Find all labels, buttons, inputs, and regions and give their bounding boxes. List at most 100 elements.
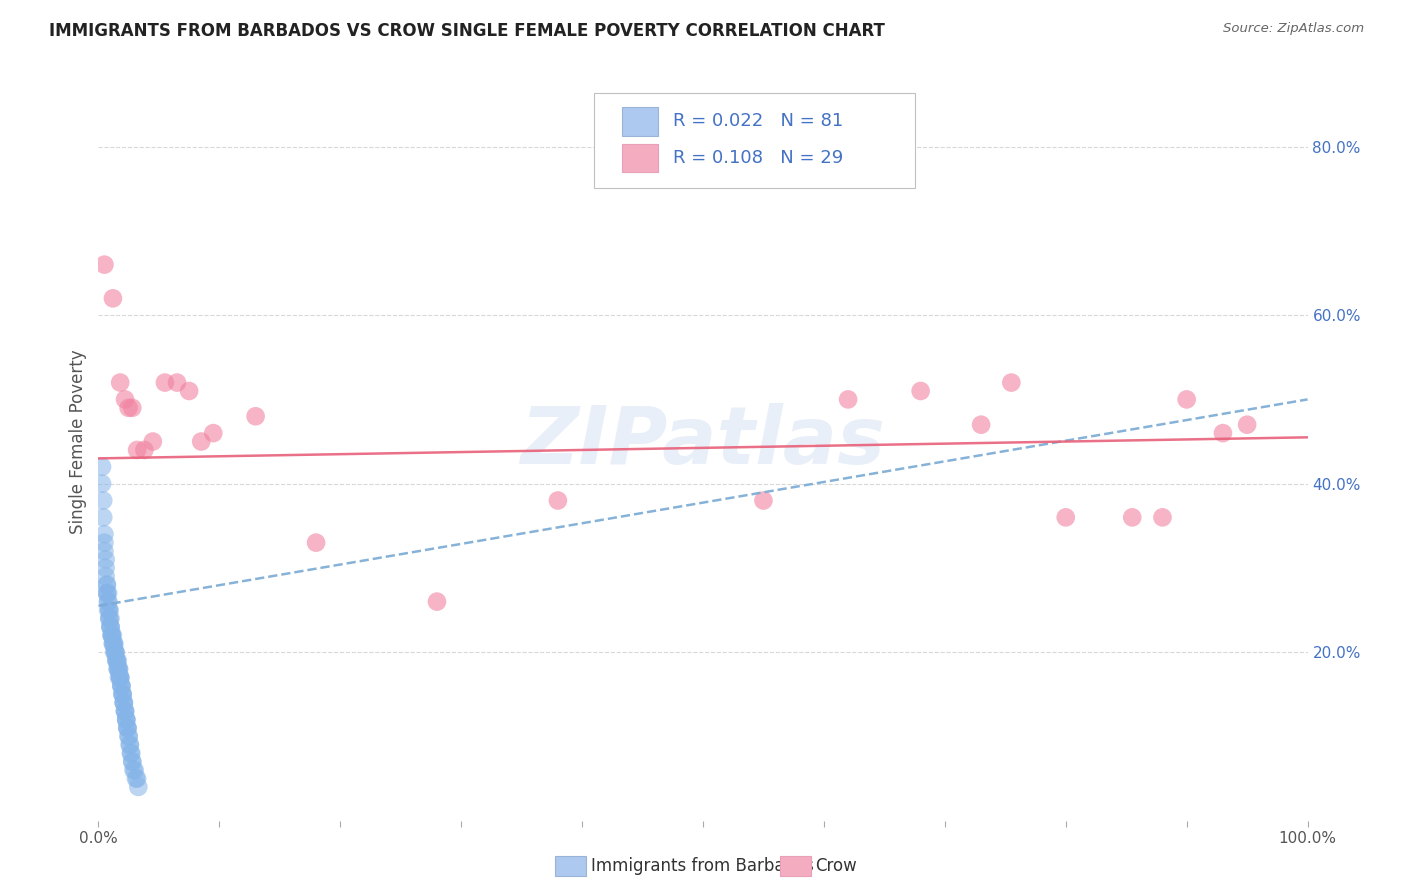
Point [118, 738, 141, 752]
Point [112, 696, 135, 710]
Point [96, 586, 118, 600]
Point [910, 384, 932, 398]
Point [121, 755, 143, 769]
FancyBboxPatch shape [621, 107, 658, 136]
Point [115, 713, 138, 727]
Point [101, 628, 124, 642]
Point [127, 442, 149, 457]
Point [110, 679, 132, 693]
Point [125, 772, 148, 786]
Point [120, 746, 142, 760]
Point [117, 721, 139, 735]
Point [97, 603, 120, 617]
Point [105, 654, 128, 668]
Point [101, 637, 124, 651]
Point [97, 594, 120, 608]
Point [179, 384, 201, 398]
Text: ZIPatlas: ZIPatlas [520, 402, 886, 481]
Point [190, 434, 212, 449]
Point [124, 763, 146, 777]
Point [98, 603, 121, 617]
Point [104, 645, 127, 659]
Point [104, 645, 127, 659]
Point [100, 620, 122, 634]
Point [111, 687, 134, 701]
Point [117, 721, 139, 735]
Point [1212, 426, 1234, 441]
Point [96, 586, 118, 600]
Point [91, 476, 114, 491]
Point [118, 730, 141, 744]
Point [108, 670, 131, 684]
Point [108, 670, 131, 684]
Point [118, 730, 141, 744]
Point [108, 376, 131, 390]
Point [305, 535, 328, 549]
Point [112, 696, 135, 710]
Point [100, 620, 122, 634]
Point [117, 721, 139, 735]
Point [94, 561, 117, 575]
Point [1000, 376, 1022, 390]
Point [108, 670, 131, 684]
Point [94, 552, 117, 566]
Point [426, 594, 449, 608]
Point [115, 713, 138, 727]
Point [970, 417, 993, 432]
Point [1121, 510, 1143, 524]
Y-axis label: Single Female Poverty: Single Female Poverty [69, 350, 87, 533]
FancyBboxPatch shape [595, 93, 915, 187]
Text: Crow: Crow [815, 857, 858, 875]
Point [122, 763, 145, 777]
Point [245, 409, 267, 424]
Point [104, 645, 127, 659]
Point [110, 679, 132, 693]
Point [100, 611, 122, 625]
Point [108, 662, 131, 676]
Text: IMMIGRANTS FROM BARBADOS VS CROW SINGLE FEMALE POVERTY CORRELATION CHART: IMMIGRANTS FROM BARBADOS VS CROW SINGLE … [49, 22, 886, 40]
Point [91, 459, 114, 474]
Point [114, 392, 136, 407]
Point [91, 493, 114, 508]
Point [103, 637, 125, 651]
Point [96, 578, 118, 592]
Point [93, 544, 115, 558]
Point [202, 426, 225, 441]
Point [118, 401, 141, 415]
Point [127, 772, 149, 786]
Point [115, 713, 138, 727]
Point [111, 687, 134, 701]
Point [166, 376, 188, 390]
Point [98, 611, 121, 625]
Point [111, 687, 134, 701]
Point [108, 670, 131, 684]
Point [96, 578, 118, 592]
Point [142, 434, 165, 449]
Point [94, 569, 117, 583]
Point [97, 594, 120, 608]
Point [100, 620, 122, 634]
Point [100, 628, 122, 642]
FancyBboxPatch shape [621, 144, 658, 172]
Point [98, 603, 121, 617]
Point [93, 535, 115, 549]
Point [110, 679, 132, 693]
Point [1152, 510, 1174, 524]
Point [105, 654, 128, 668]
Text: R = 0.108   N = 29: R = 0.108 N = 29 [672, 149, 844, 167]
Point [1175, 392, 1198, 407]
Point [107, 662, 129, 676]
Point [121, 401, 143, 415]
Point [547, 493, 569, 508]
Point [101, 637, 124, 651]
Point [112, 696, 135, 710]
Point [114, 704, 136, 718]
Point [1054, 510, 1077, 524]
Point [1236, 417, 1258, 432]
Point [127, 780, 149, 794]
Point [103, 637, 125, 651]
Point [837, 392, 859, 407]
Point [93, 258, 115, 272]
Point [118, 738, 141, 752]
Point [752, 493, 775, 508]
